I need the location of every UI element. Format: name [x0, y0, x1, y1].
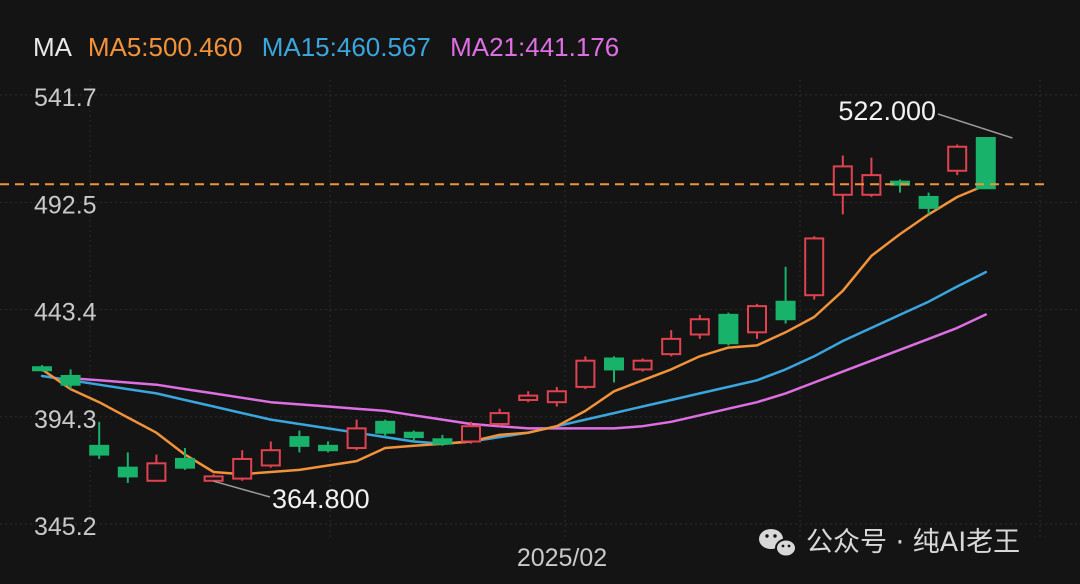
candle	[947, 144, 968, 176]
candle	[546, 386, 567, 407]
candle	[146, 454, 167, 482]
candle	[403, 430, 424, 442]
candle	[804, 236, 825, 300]
y-tick-label: 394.3	[34, 406, 97, 434]
y-tick-label: 492.5	[34, 191, 97, 219]
candle-body	[661, 337, 682, 356]
candle-body	[203, 475, 224, 482]
y-tick-label: 541.7	[34, 84, 97, 112]
max-price-pointer	[937, 113, 1013, 139]
candle	[117, 452, 138, 483]
candle	[260, 441, 281, 468]
candle-body	[489, 412, 510, 426]
candle	[775, 266, 796, 324]
legend-prefix: MA	[33, 32, 73, 62]
candle-body	[747, 305, 767, 334]
candle	[661, 330, 682, 357]
wechat-icon	[759, 529, 797, 558]
candle	[861, 157, 882, 197]
candle-body	[117, 466, 138, 478]
candle-body	[32, 366, 52, 372]
y-tick-label: 345.2	[34, 513, 97, 541]
candle	[318, 441, 338, 453]
y-axis-labels: 541.7 492.5 443.4 394.3 345.2	[34, 84, 97, 541]
candle	[175, 448, 195, 470]
ma21-line	[69, 313, 988, 430]
y-tick-label: 443.4	[34, 299, 97, 327]
candle-body	[918, 195, 939, 209]
candles	[32, 137, 996, 483]
legend-ma21: MA21:441.176	[450, 32, 619, 62]
candle	[289, 430, 310, 453]
candle	[975, 137, 996, 190]
candle-body	[432, 438, 453, 445]
candle-body	[375, 420, 396, 434]
candle-body	[546, 390, 567, 404]
candle	[575, 356, 596, 390]
min-price-pointer	[213, 480, 271, 498]
candle-body	[232, 457, 253, 480]
candle-body	[575, 359, 596, 388]
candle-body	[89, 444, 110, 456]
candle-body	[289, 436, 310, 447]
legend: MA MA5:500.460 MA15:460.567 MA21:441.176	[33, 32, 619, 62]
candle	[518, 391, 539, 403]
candle-body	[60, 374, 81, 386]
candle-body	[175, 457, 195, 469]
x-tick-label: 2025/02	[517, 544, 607, 572]
candle-body	[146, 462, 167, 482]
ma15-line	[40, 270, 988, 445]
candle-body	[318, 444, 338, 452]
candle-body	[403, 431, 424, 439]
candle	[918, 192, 939, 215]
x-axis-labels: 2025/02	[517, 544, 607, 572]
candle-body	[975, 137, 996, 190]
candle-body	[832, 165, 853, 196]
candle	[489, 408, 510, 427]
candle	[89, 421, 110, 459]
candle	[689, 314, 710, 339]
candle	[632, 358, 653, 372]
candle-body	[804, 237, 825, 297]
candle-body	[260, 449, 281, 467]
legend-ma15: MA15:460.567	[262, 32, 431, 62]
candle	[747, 303, 767, 339]
grid	[0, 80, 1080, 540]
candle-body	[346, 427, 367, 450]
candle-body	[947, 145, 968, 172]
candle-body	[604, 357, 624, 371]
candle	[461, 421, 481, 444]
ma5-line	[40, 183, 988, 476]
candle-body	[689, 318, 710, 336]
candle	[604, 356, 624, 383]
candle-body	[775, 300, 796, 321]
watermark-text: 公众号 · 纯AI老王	[806, 527, 1020, 558]
candle-body	[632, 359, 653, 371]
candle	[375, 419, 396, 438]
candle	[60, 369, 81, 390]
annotations: 522.000 364.800	[213, 96, 1013, 514]
max-price-label: 522.000	[838, 96, 936, 126]
candle	[346, 419, 367, 451]
candle-body	[461, 425, 481, 443]
watermark: 公众号 · 纯AI老王	[759, 527, 1020, 558]
candle-body	[518, 394, 539, 401]
legend-ma5: MA5:500.460	[88, 32, 243, 62]
candle-body	[718, 313, 739, 345]
moving-average-lines	[40, 183, 988, 476]
candle	[890, 179, 910, 193]
candle	[32, 365, 52, 372]
candle	[203, 474, 224, 482]
min-price-label: 364.800	[272, 484, 370, 514]
candle	[232, 450, 253, 481]
candle	[718, 312, 739, 346]
candle	[432, 434, 453, 446]
